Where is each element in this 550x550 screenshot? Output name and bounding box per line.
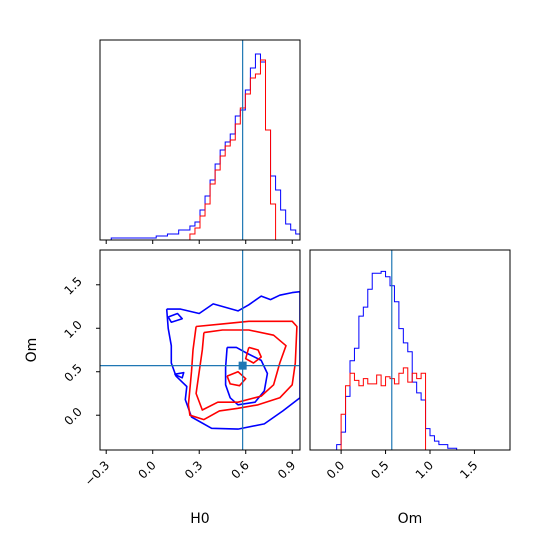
x-axis-label-h0: H0 [190, 511, 209, 527]
x-axis-label-om: Om [398, 511, 423, 527]
y-axis-label-om: Om [24, 338, 40, 363]
plot-frame [99, 39, 301, 241]
contour-2 [167, 312, 183, 324]
contour-4 [187, 320, 298, 421]
plot-frame [99, 249, 301, 451]
contour-3 [174, 371, 185, 379]
y-tick-label: 1.0 [61, 318, 84, 341]
x-tick-label: 0.6 [228, 458, 251, 481]
x-tick-label: 0.0 [135, 458, 158, 481]
hist-series-1 [310, 367, 510, 451]
plot-frame [309, 249, 511, 451]
om-marginal-histogram: 0.0 0.5 1.0 1.5 [309, 249, 511, 482]
y-tick-label: 1.5 [61, 274, 84, 297]
x-tick-label: 1.0 [413, 458, 436, 481]
h0-om-joint-contour: −0.3 0.0 0.3 0.6 0.9 0.0 0.5 1.0 1.5 [61, 249, 301, 489]
contour-layer [165, 290, 300, 430]
contour-6 [244, 346, 263, 364]
x-tick-label: 0.0 [324, 458, 347, 481]
contour-5 [195, 329, 287, 411]
y-tick-label: 0.0 [61, 405, 84, 428]
x-tick-label: 0.3 [182, 458, 205, 481]
x-tick-label: −0.3 [82, 458, 113, 489]
truth-marker [238, 361, 247, 370]
x-tick-label: 0.9 [275, 458, 298, 481]
hist-series-0 [100, 53, 301, 241]
y-tick-label: 0.5 [61, 361, 84, 384]
h0-marginal-histogram [99, 39, 301, 244]
hist-series-0 [310, 270, 510, 451]
x-tick-label: 0.5 [368, 458, 391, 481]
x-tick-label: 1.5 [457, 458, 480, 481]
